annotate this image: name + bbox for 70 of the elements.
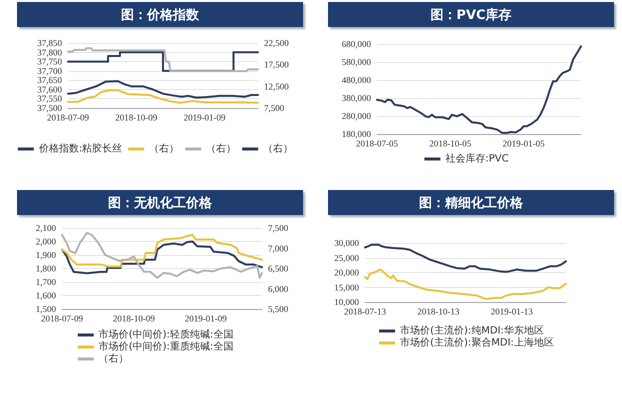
y-tick-label: 680,000: [342, 39, 372, 49]
y-tick-label: 25,000: [334, 252, 360, 263]
x-tick-label: 2019-01-09: [184, 112, 226, 122]
y2-tick-label: 7,500: [268, 223, 289, 233]
y-tick-label: 37,650: [37, 75, 62, 86]
y2-tick-label: 17,500: [264, 60, 290, 70]
y2-tick-label: 7,500: [264, 103, 285, 113]
legend-label: 市场价(中间价):重质纯碱:全国: [98, 340, 234, 352]
legend-label: （右）: [149, 144, 180, 154]
legend-label: （右）: [263, 144, 294, 154]
legend-label: 价格指数:粘胶长丝: [38, 142, 122, 154]
x-tick-label: 2018-07-13: [344, 306, 386, 316]
y2-tick-label: 5,500: [268, 304, 289, 314]
chart-title: 图：精细化工价格: [419, 194, 523, 212]
y-tick-label: 37,500: [37, 103, 62, 113]
y-tick-label: 10,000: [334, 297, 360, 307]
x-tick-label: 2019-01-09: [184, 314, 228, 324]
y2-tick-label: 6,500: [268, 264, 289, 274]
y-tick-label: 30,000: [334, 238, 360, 248]
y-tick-label: 180,000: [342, 129, 372, 139]
x-tick-label: 2018-10-05: [429, 138, 472, 148]
line-series: [67, 80, 259, 99]
y-tick-label: 2,100: [36, 223, 56, 233]
legend-label: 市场价(主流价):纯MDI:华东地区: [400, 324, 544, 336]
y-tick-label: 37,600: [37, 84, 62, 94]
y-tick-label: 1,700: [36, 277, 56, 287]
line-series: [67, 47, 259, 72]
y-tick-label: 37,550: [37, 94, 62, 104]
y-tick-label: 15,000: [334, 282, 360, 292]
y-tick-label: 1,800: [36, 264, 56, 274]
y2-tick-label: 7,000: [268, 243, 289, 254]
x-tick-label: 2018-07-05: [356, 138, 398, 148]
line-series: [364, 244, 567, 273]
legend-label: 市场价(主流价):聚合MDI:上海地区: [400, 336, 554, 348]
chart-title: 图：PVC库存: [430, 6, 512, 24]
chart-title: 图：无机化工价格: [108, 194, 212, 212]
line-series: [61, 232, 263, 279]
x-tick-label: 2019-01-05: [502, 138, 546, 148]
line-series: [61, 240, 263, 274]
y-tick-label: 37,700: [37, 66, 62, 76]
x-tick-label: 2018-10-09: [115, 112, 158, 122]
line-series: [364, 268, 567, 300]
y-tick-label: 1,500: [36, 304, 56, 314]
line-series: [67, 89, 259, 104]
chart-title: 图：价格指数: [121, 6, 199, 24]
y-tick-label: 280,000: [342, 111, 372, 121]
x-tick-label: 2018-10-09: [112, 314, 156, 324]
y-tick-label: 2,000: [36, 236, 56, 246]
y-tick-label: 37,750: [37, 56, 62, 67]
y-tick-label: 37,800: [37, 47, 62, 58]
line-series: [61, 234, 263, 268]
legend-label: 社会库存:PVC: [445, 152, 509, 164]
legend-label: 市场价(中间价):轻质纯碱:全国: [98, 328, 234, 340]
y2-tick-label: 12,500: [264, 81, 290, 92]
y-tick-label: 1,600: [36, 290, 56, 300]
x-tick-label: 2018-07-09: [47, 112, 90, 122]
y-tick-label: 37,850: [37, 38, 62, 48]
y-tick-label: 580,000: [342, 57, 372, 67]
line-series: [376, 45, 582, 134]
x-tick-label: 2018-10-13: [417, 306, 460, 316]
legend-label: （右）: [206, 144, 236, 154]
y-tick-label: 380,000: [342, 93, 372, 103]
y2-tick-label: 6,000: [268, 284, 289, 294]
x-tick-label: 2018-07-09: [41, 314, 84, 324]
y-tick-label: 480,000: [342, 75, 372, 85]
legend-label: （右）: [98, 354, 129, 364]
y2-tick-label: 22,500: [264, 38, 290, 48]
y-tick-label: 1,900: [36, 250, 56, 260]
y-tick-label: 20,000: [334, 268, 360, 278]
x-tick-label: 2019-01-13: [490, 306, 534, 316]
